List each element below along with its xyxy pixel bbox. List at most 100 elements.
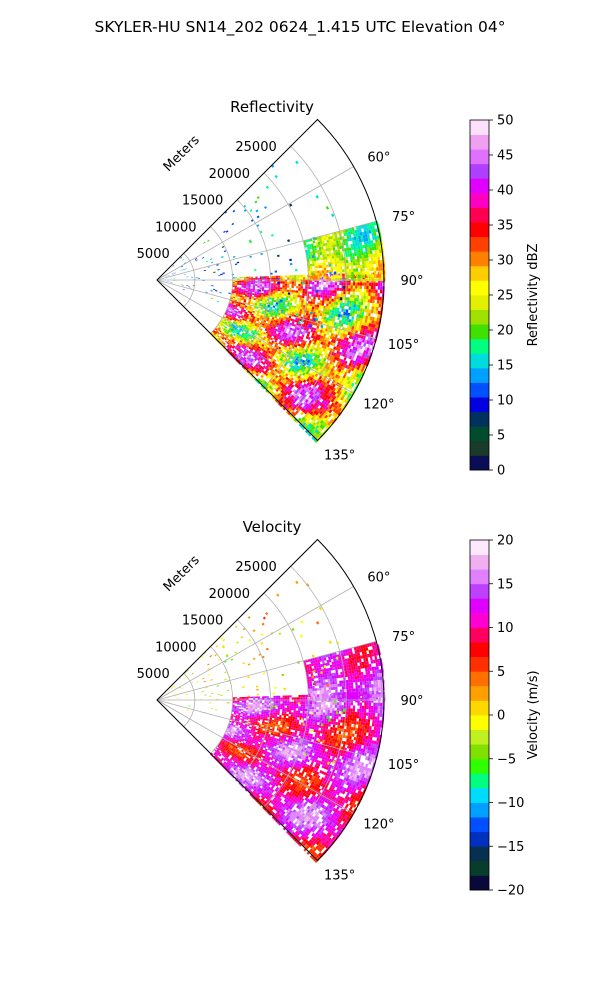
- echo-cell: [266, 340, 270, 343]
- echo-cell: [364, 358, 369, 363]
- echo-cell: [336, 260, 340, 264]
- echo-cell: [271, 325, 274, 328]
- echo-cell: [260, 252, 263, 256]
- echo-cell: [284, 314, 288, 318]
- echo-cell: [290, 337, 294, 341]
- echo-cell: [283, 713, 287, 716]
- echo-cell: [226, 315, 229, 318]
- echo-cell: [274, 335, 278, 338]
- echo-cell: [351, 349, 355, 354]
- colorbar-tick-label: 20: [497, 324, 514, 339]
- echo-cell: [356, 366, 361, 371]
- echo-cell: [239, 697, 242, 699]
- echo-cell: [287, 697, 290, 700]
- echo-cell: [317, 343, 321, 347]
- echo-cell: [285, 719, 288, 723]
- echo-cell: [270, 326, 274, 330]
- echo-cell: [332, 318, 336, 322]
- radial-tick-label: 5000: [137, 247, 170, 262]
- echo-cell: [260, 714, 264, 717]
- echo-cell: [239, 296, 243, 299]
- echo-cell: [299, 338, 303, 342]
- echo-cell: [247, 292, 250, 295]
- echo-cell: [360, 325, 364, 329]
- echo-cell: [243, 701, 247, 703]
- echo-cell: [305, 347, 309, 351]
- echo-cell: [353, 361, 358, 366]
- echo-cell: [289, 275, 292, 278]
- echo-cell: [350, 356, 355, 361]
- echo-cell: [234, 307, 237, 310]
- echo-cell: [359, 258, 362, 262]
- echo-cell: [230, 306, 233, 309]
- echo-cell: [363, 715, 367, 719]
- echo-cell: [367, 250, 371, 255]
- echo-cell: [317, 252, 321, 256]
- echo-cell: [334, 304, 338, 308]
- echo-cell: [378, 277, 381, 282]
- echo-cell: [336, 344, 340, 348]
- echo-cell: [307, 372, 311, 376]
- echo-cell: [260, 296, 264, 299]
- echo-cell: [266, 708, 269, 711]
- echo-cell: [345, 344, 350, 349]
- echo-cell: [241, 696, 244, 699]
- echo-cell: [230, 317, 233, 320]
- echo-cell: [302, 710, 305, 714]
- echo-cell: [328, 315, 332, 319]
- colorbar-segment: [470, 163, 489, 179]
- echo-cell: [351, 332, 355, 337]
- echo-cell: [301, 300, 304, 303]
- colorbar-segment: [470, 426, 489, 442]
- echo-cell: [262, 277, 265, 280]
- echo-cell: [335, 266, 338, 270]
- echo-cell: [252, 290, 255, 292]
- echo-cell: [289, 344, 293, 348]
- echo-cell: [272, 327, 276, 331]
- echo-cell: [250, 325, 254, 329]
- echo-cell: [336, 287, 340, 291]
- echo-cell: [318, 334, 322, 339]
- echo-cell: [239, 312, 243, 315]
- echo-cell: [234, 700, 238, 703]
- echo-cell: [259, 701, 263, 703]
- echo-cell: [279, 335, 283, 338]
- echo-cell: [284, 327, 288, 331]
- echo-cell: [284, 711, 287, 714]
- echo-cell: [331, 278, 334, 281]
- echo-cell: [311, 272, 314, 276]
- echo-cell: [251, 329, 255, 333]
- echo-cell: [321, 720, 325, 724]
- echo-cell: [332, 284, 335, 288]
- echo-cell: [338, 368, 342, 373]
- echo-cell: [292, 298, 295, 302]
- echo-cell: [342, 269, 345, 273]
- echo-cell: [230, 311, 233, 314]
- echo-cell: [225, 316, 229, 319]
- echo-cell: [337, 302, 341, 306]
- echo-cell: [338, 731, 342, 735]
- echo-cell: [332, 304, 336, 308]
- echo-cell: [282, 285, 285, 288]
- echo-cell: [371, 274, 375, 278]
- echo-cell: [354, 340, 358, 345]
- echo-cell: [339, 282, 342, 286]
- echo-cell: [268, 345, 272, 349]
- echo-cell: [325, 284, 328, 288]
- echo-cell: [232, 297, 236, 300]
- echo-cell: [314, 247, 317, 251]
- echo-cell: [264, 286, 267, 289]
- echo-cell: [324, 343, 328, 347]
- echo-cell: [309, 709, 312, 712]
- echo-cell: [364, 247, 368, 252]
- echo-cell: [276, 329, 280, 333]
- echo-cell: [266, 277, 269, 280]
- echo-cell: [318, 714, 321, 718]
- echo-cell: [295, 160, 299, 165]
- echo-cell: [356, 311, 360, 315]
- echo-cell: [264, 284, 267, 287]
- echo-cell: [327, 341, 331, 345]
- echo-cell: [258, 335, 262, 339]
- echo-cell: [234, 327, 238, 330]
- echo-cell: [357, 351, 361, 356]
